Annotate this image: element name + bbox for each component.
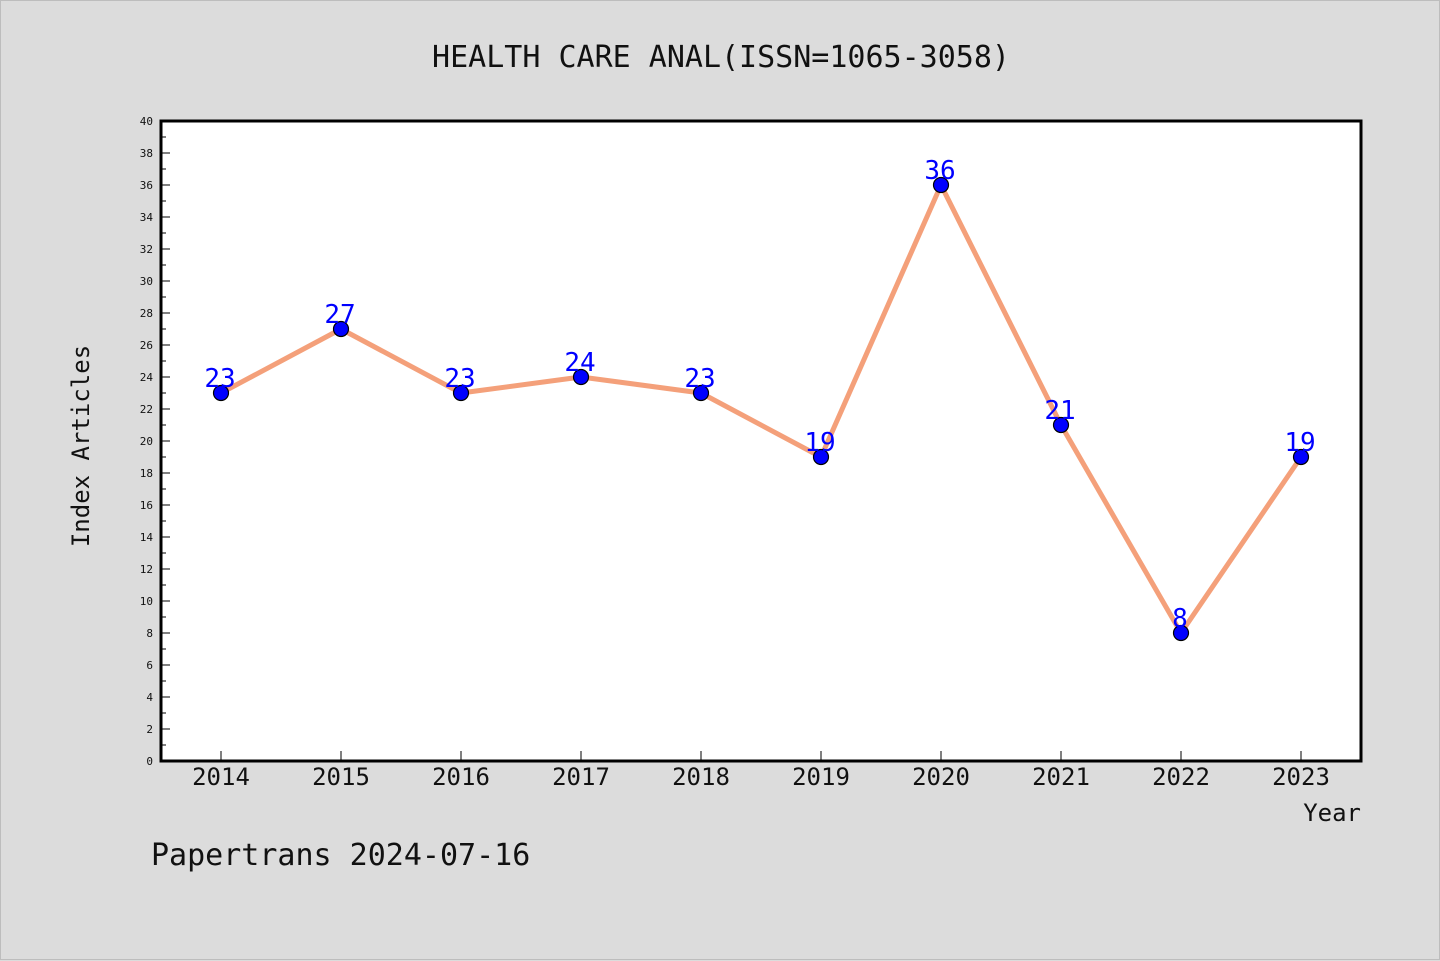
data-label: 27	[324, 300, 355, 330]
series-line	[218, 182, 1304, 636]
y-tick-label: 2	[146, 723, 153, 736]
y-tick-label: 26	[140, 339, 153, 352]
x-tick-label: 2015	[312, 763, 370, 791]
data-point	[812, 448, 830, 466]
y-tick-label: 22	[140, 403, 153, 416]
y-tick-label: 18	[140, 467, 153, 480]
y-tick-label: 20	[140, 435, 153, 448]
x-tick-label: 2020	[912, 763, 970, 791]
y-tick-label: 4	[146, 691, 153, 704]
x-tick-label: 2014	[192, 763, 250, 791]
data-label: 23	[684, 364, 715, 394]
x-axis-title: Year	[1303, 799, 1361, 827]
y-tick-label: 38	[140, 147, 153, 160]
data-label: 23	[444, 364, 475, 394]
y-tick-label: 24	[140, 371, 154, 384]
series-layer: 23 27 23 24 23 19 36 21 8 19	[204, 156, 1316, 642]
data-point	[452, 384, 470, 402]
y-tick-label: 6	[146, 659, 153, 672]
x-tick-label: 2019	[792, 763, 850, 791]
data-label: 19	[804, 428, 835, 458]
data-label: 21	[1044, 396, 1075, 426]
data-point	[332, 320, 350, 338]
data-label: 8	[1172, 604, 1188, 634]
y-tick-label: 12	[140, 563, 153, 576]
y-tick-label: 8	[146, 627, 153, 640]
y-tick-label: 30	[140, 275, 153, 288]
data-label: 24	[564, 348, 595, 378]
y-tick-label: 10	[140, 595, 153, 608]
chart-title: HEALTH CARE ANAL(ISSN=1065-3058)	[432, 40, 1010, 75]
x-tick-label: 2016	[432, 763, 490, 791]
x-tick-label: 2021	[1032, 763, 1090, 791]
data-point	[692, 384, 710, 402]
data-label: 19	[1284, 428, 1315, 458]
y-axis-title: Index Articles	[67, 345, 95, 547]
x-tick-label: 2017	[552, 763, 610, 791]
y-tick-label: 16	[140, 499, 153, 512]
data-label: 36	[924, 156, 955, 186]
x-tick-label: 2023	[1272, 763, 1330, 791]
data-label: 23	[204, 364, 235, 394]
data-point	[1292, 448, 1310, 466]
y-tick-label: 36	[140, 179, 153, 192]
y-tick-label: 40	[140, 115, 153, 128]
data-point	[212, 384, 230, 402]
plot-area	[159, 119, 1363, 763]
x-axis: 2014 2015 2016 2017 2018 2019 2020 2021 2022 2023	[192, 751, 1330, 791]
data-point	[572, 368, 590, 386]
data-point	[1172, 624, 1190, 642]
data-point	[1052, 416, 1070, 434]
data-point	[932, 176, 950, 194]
x-tick-label: 2018	[672, 763, 730, 791]
footer-credit: Papertrans 2024-07-16	[151, 838, 530, 873]
y-tick-label: 28	[140, 307, 153, 320]
y-tick-label: 34	[140, 211, 154, 224]
y-tick-label: 32	[140, 243, 153, 256]
y-tick-label: 14	[140, 531, 154, 544]
y-tick-label: 0	[146, 755, 153, 768]
x-tick-label: 2022	[1152, 763, 1210, 791]
